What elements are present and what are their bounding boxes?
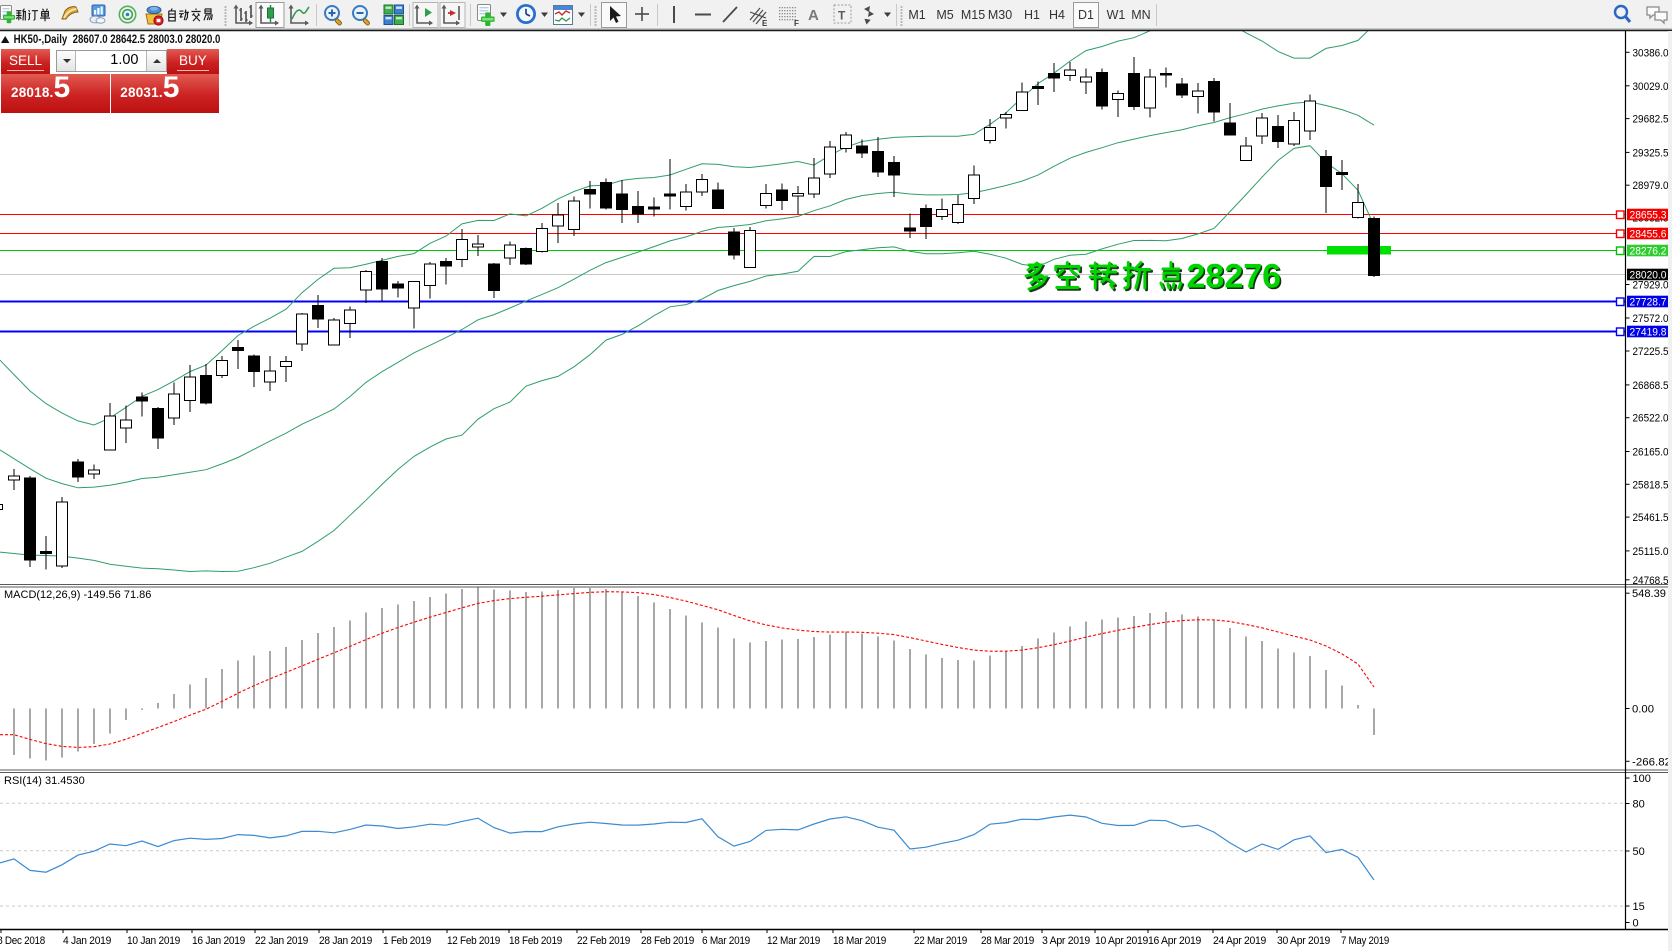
svg-text:22 Mar 2019: 22 Mar 2019 [914,935,967,947]
svg-text:25115.0: 25115.0 [1633,546,1669,558]
svg-text:28 Feb 2019: 28 Feb 2019 [641,935,694,947]
svg-text:28276.2: 28276.2 [1630,246,1667,258]
svg-text:29682.5: 29682.5 [1633,114,1669,126]
svg-text:28 Mar 2019: 28 Mar 2019 [981,935,1034,947]
svg-text:3 Apr 2019: 3 Apr 2019 [1042,935,1090,947]
svg-text:22 Feb 2019: 22 Feb 2019 [577,935,630,947]
svg-text:RSI(14) 31.4530: RSI(14) 31.4530 [4,775,85,787]
svg-text:27419.8: 27419.8 [1630,327,1667,339]
svg-text:80: 80 [1633,799,1645,811]
svg-text:D1: D1 [1078,8,1094,22]
svg-text:10 Apr 2019: 10 Apr 2019 [1095,935,1148,947]
svg-text:A: A [808,7,819,24]
svg-text:1 Feb 2019: 1 Feb 2019 [383,935,431,947]
svg-text:-266.82: -266.82 [1632,756,1671,768]
svg-text:22 Jan 2019: 22 Jan 2019 [255,935,308,947]
svg-text:27572.0: 27572.0 [1633,313,1669,325]
svg-text:30 Apr 2019: 30 Apr 2019 [1277,935,1330,947]
svg-text:6 Mar 2019: 6 Mar 2019 [702,935,750,947]
svg-text:100: 100 [1633,773,1651,785]
svg-text:25818.5: 25818.5 [1633,479,1669,491]
svg-text:28 Jan 2019: 28 Jan 2019 [319,935,372,947]
svg-text:W1: W1 [1107,8,1126,22]
svg-text:28276: 28276 [1188,259,1283,297]
svg-text:29325.5: 29325.5 [1633,147,1669,159]
svg-text:M5: M5 [936,8,953,22]
svg-text:10 Jan 2019: 10 Jan 2019 [127,935,180,947]
svg-text:T: T [838,9,846,23]
svg-text:M30: M30 [988,8,1012,22]
svg-text:28020.0: 28020.0 [1630,270,1667,282]
svg-text:27728.7: 27728.7 [1630,297,1667,309]
svg-text:15: 15 [1633,901,1645,913]
svg-text:28455.6: 28455.6 [1630,229,1667,241]
svg-text:16 Jan 2019: 16 Jan 2019 [192,935,245,947]
svg-text:50: 50 [1633,846,1645,858]
svg-text:28655.3: 28655.3 [1630,210,1667,222]
svg-text:4 Jan 2019: 4 Jan 2019 [63,935,111,947]
svg-text:28 Dec 2018: 28 Dec 2018 [0,935,45,947]
svg-text:F: F [794,19,799,28]
svg-text:548.39: 548.39 [1632,588,1666,600]
svg-text:30386.0: 30386.0 [1633,47,1669,59]
svg-text:18 Mar 2019: 18 Mar 2019 [833,935,886,947]
svg-text:26165.0: 26165.0 [1633,447,1669,459]
svg-text:30029.0: 30029.0 [1633,81,1669,93]
svg-text:H1: H1 [1024,8,1040,22]
svg-text:18 Feb 2019: 18 Feb 2019 [509,935,562,947]
svg-text:24768.5: 24768.5 [1633,575,1669,587]
svg-text:E: E [762,19,768,28]
svg-text:12 Mar 2019: 12 Mar 2019 [767,935,820,947]
svg-text:24 Apr 2019: 24 Apr 2019 [1213,935,1266,947]
svg-text:26522.0: 26522.0 [1633,413,1669,425]
svg-text:28979.0: 28979.0 [1633,180,1669,192]
svg-text:MACD(12,26,9) -149.56 71.86: MACD(12,26,9) -149.56 71.86 [4,589,151,601]
svg-text:16 Apr 2019: 16 Apr 2019 [1148,935,1201,947]
svg-text:0.00: 0.00 [1632,704,1654,716]
svg-text:MN: MN [1131,8,1150,22]
svg-text:25461.5: 25461.5 [1633,512,1669,524]
svg-text:H4: H4 [1049,8,1065,22]
svg-text:M1: M1 [908,8,925,22]
svg-text:28276: 28276 [1187,258,1282,296]
svg-text:26868.5: 26868.5 [1633,380,1669,392]
svg-text:M15: M15 [961,8,985,22]
svg-text:27225.5: 27225.5 [1633,346,1669,358]
svg-text:12 Feb 2019: 12 Feb 2019 [447,935,500,947]
svg-text:7 May 2019: 7 May 2019 [1341,935,1389,947]
svg-text:27929.0: 27929.0 [1633,280,1669,292]
svg-text:0: 0 [1633,918,1639,930]
